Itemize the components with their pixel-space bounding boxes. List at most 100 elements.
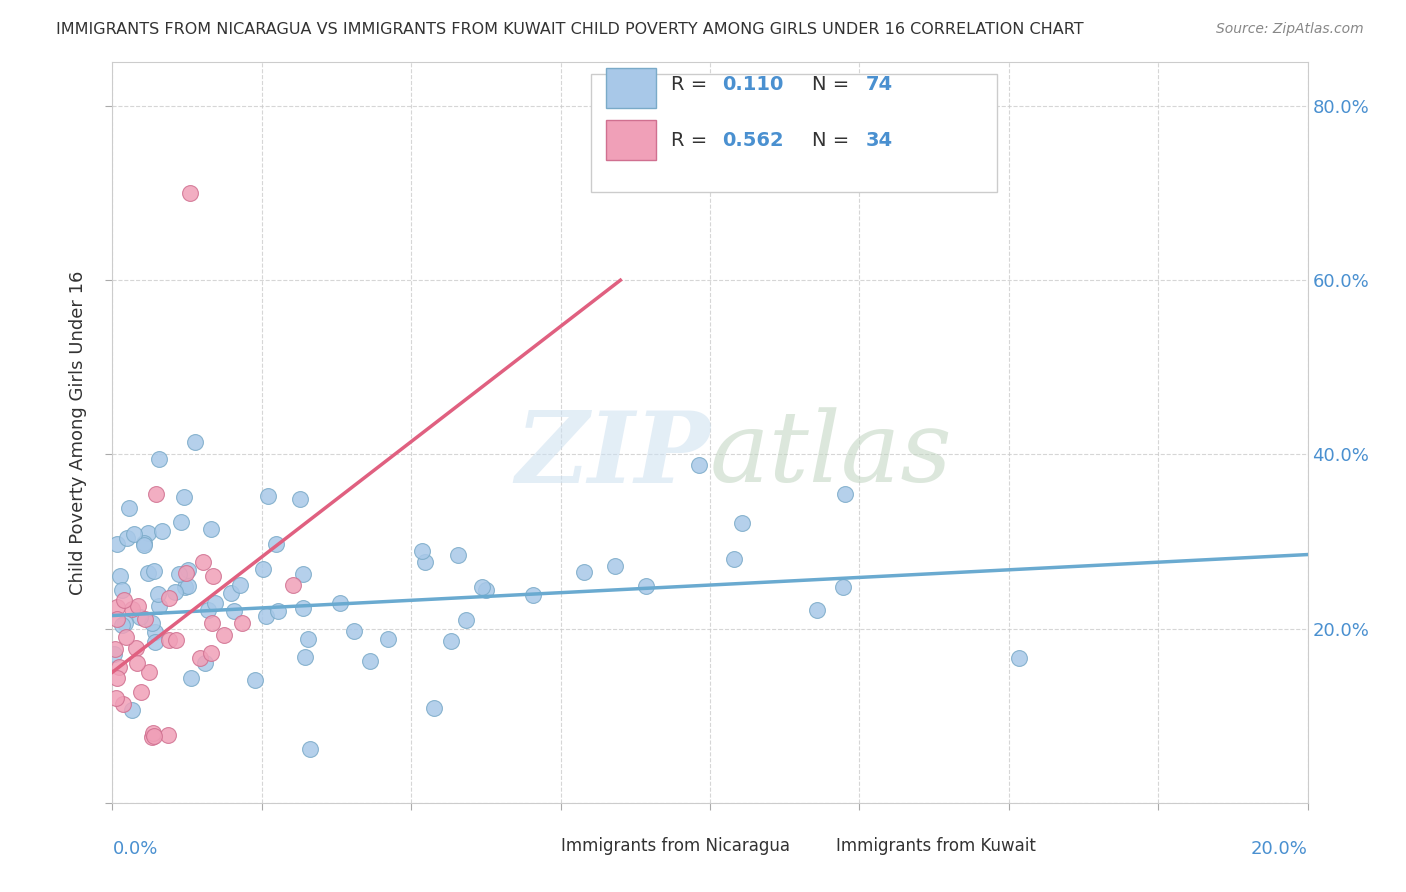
Y-axis label: Child Poverty Among Girls Under 16: Child Poverty Among Girls Under 16 [69, 270, 87, 595]
FancyBboxPatch shape [606, 69, 657, 108]
Point [200, 647, 222, 661]
Point [105, 671, 128, 685]
Point [201, 569, 224, 583]
Point [112, 593, 135, 607]
Point [264, 537, 287, 551]
Point [204, 596, 226, 610]
Point [470, 581, 492, 595]
Point [127, 657, 149, 671]
Text: 0.562: 0.562 [723, 130, 783, 150]
Point [179, 186, 201, 200]
Point [197, 603, 219, 617]
Point [359, 654, 381, 668]
Point [294, 649, 316, 664]
Point [145, 487, 167, 501]
Point [118, 500, 141, 515]
Point [103, 647, 125, 661]
Text: atlas: atlas [710, 407, 953, 502]
Point [105, 600, 128, 615]
Point [121, 703, 143, 717]
Point [634, 579, 657, 593]
Point [184, 434, 207, 449]
Point [146, 587, 169, 601]
Point [105, 537, 128, 551]
Point [177, 579, 200, 593]
Point [136, 526, 159, 541]
Point [128, 610, 150, 624]
Point [342, 624, 364, 638]
Point [173, 580, 195, 594]
Point [212, 628, 235, 642]
Point [688, 458, 710, 473]
Point [111, 618, 134, 632]
Point [138, 665, 160, 679]
Point [148, 599, 170, 613]
Point [174, 566, 197, 580]
Point [229, 578, 252, 592]
Point [167, 566, 190, 581]
Point [832, 580, 855, 594]
Point [141, 730, 163, 744]
Point [143, 634, 166, 648]
Point [257, 490, 280, 504]
Point [731, 516, 754, 530]
FancyBboxPatch shape [797, 832, 832, 860]
Point [115, 531, 138, 545]
Point [377, 632, 399, 646]
Point [292, 566, 315, 581]
Point [329, 596, 352, 610]
Text: Immigrants from Nicaragua: Immigrants from Nicaragua [561, 837, 790, 855]
Point [105, 691, 128, 706]
Point [111, 582, 134, 597]
FancyBboxPatch shape [606, 120, 657, 161]
Point [231, 616, 253, 631]
Point [108, 568, 131, 582]
Point [299, 742, 322, 756]
Text: 74: 74 [866, 75, 893, 95]
FancyBboxPatch shape [523, 832, 557, 860]
Point [200, 522, 222, 536]
Point [141, 616, 163, 631]
Text: IMMIGRANTS FROM NICARAGUA VS IMMIGRANTS FROM KUWAIT CHILD POVERTY AMONG GIRLS UN: IMMIGRANTS FROM NICARAGUA VS IMMIGRANTS … [56, 22, 1084, 37]
Point [222, 604, 245, 618]
Text: Immigrants from Kuwait: Immigrants from Kuwait [835, 837, 1035, 855]
Point [115, 630, 138, 644]
Point [127, 599, 149, 614]
Point [454, 613, 477, 627]
Point [252, 561, 274, 575]
Point [201, 615, 224, 630]
Point [297, 632, 319, 646]
Point [157, 591, 180, 605]
Point [121, 602, 143, 616]
Text: N =: N = [811, 130, 855, 150]
Point [148, 452, 170, 467]
Point [245, 673, 267, 687]
Point [281, 578, 304, 592]
Point [447, 548, 470, 562]
Point [134, 538, 156, 552]
Point [143, 564, 166, 578]
Point [194, 656, 217, 670]
Point [440, 634, 463, 648]
Point [157, 633, 180, 648]
Point [143, 729, 166, 743]
Point [603, 559, 626, 574]
Point [173, 490, 195, 504]
Point [143, 625, 166, 640]
Point [114, 615, 136, 630]
Text: ZIP: ZIP [515, 407, 710, 503]
Point [170, 516, 193, 530]
Point [834, 487, 856, 501]
Point [267, 604, 290, 618]
Point [125, 640, 148, 655]
FancyBboxPatch shape [591, 73, 997, 192]
Point [180, 671, 202, 685]
Text: 34: 34 [866, 130, 893, 150]
Point [165, 585, 187, 599]
Point [413, 555, 436, 569]
Point [108, 659, 131, 673]
Text: N =: N = [811, 75, 855, 95]
Text: 0.110: 0.110 [723, 75, 783, 95]
Point [136, 566, 159, 580]
Point [292, 601, 315, 615]
